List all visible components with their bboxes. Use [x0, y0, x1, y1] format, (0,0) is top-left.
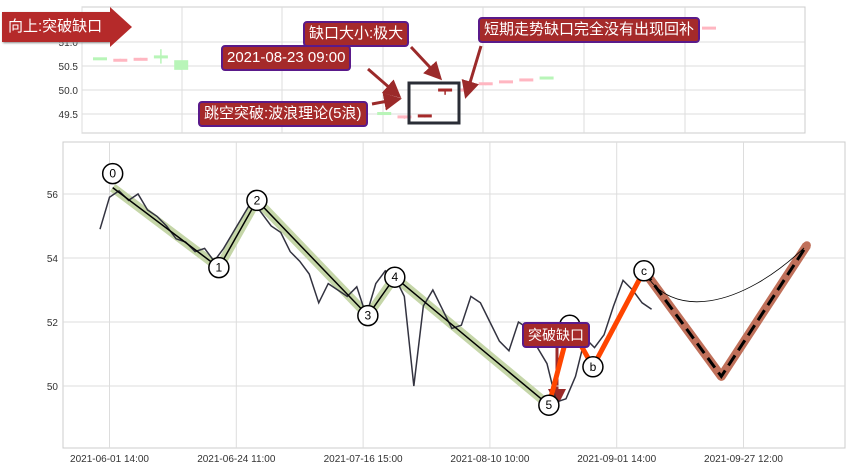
annotation-arrow — [409, 45, 443, 81]
wave-marker — [384, 266, 406, 288]
x-tick-label: 2021-07-16 15:00 — [324, 454, 403, 465]
breakout-label: 跳空突破:波浪理论(5浪) — [198, 101, 368, 127]
y-tick-label: 52 — [47, 318, 59, 329]
candle-body — [519, 78, 534, 82]
projection-end-dot — [802, 241, 811, 250]
projection-band — [640, 242, 811, 381]
candle-body — [539, 76, 554, 80]
candle-body — [174, 60, 189, 70]
wave-marker — [582, 356, 604, 378]
y-tick-label: 49.5 — [59, 110, 79, 121]
candle-body — [397, 115, 412, 119]
wave-marker — [633, 260, 655, 282]
wave-marker — [101, 162, 124, 185]
x-tick-label: 2021-09-27 12:00 — [704, 454, 783, 465]
candle-body — [93, 57, 107, 61]
gap-box — [407, 81, 461, 125]
wave-marker-label: 3 — [365, 309, 372, 323]
candle-body — [702, 26, 716, 30]
breakout-gap-small-label: 突破缺口 — [522, 322, 590, 348]
y-tick-label: 56 — [47, 190, 59, 201]
candle-body — [113, 58, 128, 62]
wave-band — [109, 184, 552, 409]
y-tick-label: 50.0 — [59, 86, 79, 97]
candle-body — [153, 55, 168, 59]
wave-marker-label: 1 — [216, 261, 223, 275]
wave-marker — [538, 394, 560, 416]
gap-not-filled-label: 短期走势缺口完全没有出现回补 — [478, 17, 701, 43]
price-panel-frame — [62, 141, 846, 449]
candle-body — [438, 88, 453, 92]
x-tick-label: 2021-08-10 10:00 — [450, 454, 529, 465]
candle-body — [377, 112, 392, 116]
y-tick-label: 54 — [47, 254, 59, 265]
projection-curve — [643, 244, 808, 303]
annotation-arrow — [371, 92, 402, 111]
x-tick-label: 2021-06-01 14:00 — [70, 454, 149, 465]
candle-body — [499, 80, 513, 84]
candle-body — [133, 57, 148, 61]
wave-marker — [208, 256, 230, 279]
annotation-arrow — [461, 45, 483, 99]
y-tick-label: 51.0 — [59, 38, 79, 49]
wave-marker-label: 5 — [546, 398, 553, 412]
candle-body — [478, 82, 493, 86]
price-line — [99, 189, 652, 403]
projection-line — [642, 244, 809, 380]
wave-marker-label: 2 — [254, 193, 261, 207]
annotation-arrow — [367, 67, 402, 98]
wave-marker-label: 4 — [391, 270, 398, 284]
x-tick-label: 2021-06-24 11:00 — [197, 454, 276, 465]
wave-marker — [357, 304, 379, 327]
x-tick-label: 2021-09-01 14:00 — [577, 454, 656, 465]
wave-marker-label: c — [641, 264, 647, 278]
wave-marker-label: 0 — [109, 167, 116, 181]
direction-label: 向上:突破缺口 — [2, 7, 133, 47]
y-tick-label: 50.5 — [59, 62, 79, 73]
y-tick-label: 50 — [47, 382, 59, 393]
gap-size-label: 缺口大小:极大 — [303, 21, 410, 47]
wave-marker — [246, 189, 268, 212]
wave-line — [112, 187, 550, 406]
candle-body — [417, 114, 432, 118]
wave-marker-label: b — [590, 360, 597, 374]
datetime-label: 2021-08-23 09:00 — [221, 45, 352, 71]
